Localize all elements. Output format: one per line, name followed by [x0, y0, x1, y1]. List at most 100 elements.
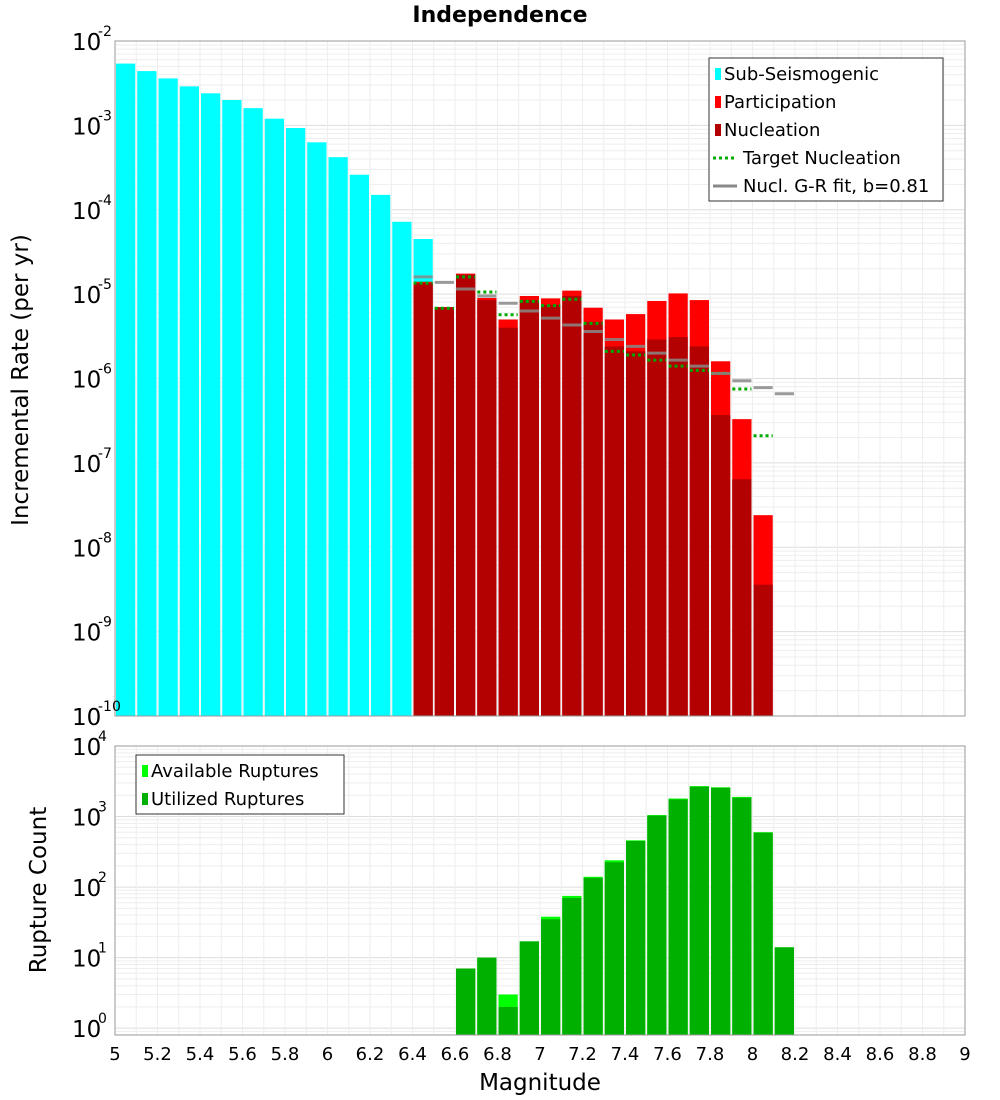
top-y-tick-exponent: -8: [98, 530, 112, 546]
bottom-y-tick-exponent: 4: [98, 729, 107, 745]
x-tick-label: 6.8: [483, 1044, 512, 1065]
top-y-tick-exponent: -9: [98, 615, 112, 631]
x-tick-label: 8: [747, 1044, 758, 1065]
x-tick-label: 5.2: [143, 1044, 172, 1065]
bar-sub-seismogenic: [264, 118, 284, 716]
bottom-y-tick-label: 10: [72, 806, 101, 832]
bar-nucleation: [711, 414, 731, 716]
bar-nucleation: [647, 339, 667, 716]
top-y-tick-label: 10: [72, 114, 101, 140]
top-y-tick-label: 10: [72, 368, 101, 394]
bottom-y-tick-exponent: 3: [98, 800, 107, 816]
x-tick-label: 7.8: [696, 1044, 725, 1065]
bar-sub-seismogenic: [158, 78, 178, 717]
bar-utilized-ruptures: [711, 787, 731, 1035]
bar-utilized-ruptures: [689, 786, 709, 1035]
legend-label: Utilized Ruptures: [151, 789, 304, 810]
bar-nucleation: [519, 300, 539, 716]
top-y-tick-label: 10: [72, 621, 101, 647]
x-ticks: 5 5.2 5.4 5.6 5.8 6 6.2 6.4 6.6 6.8 7 7.2 7.4 7.6 7.8 8…: [109, 1044, 970, 1065]
legend-swatch: [142, 765, 148, 777]
bar-nucleation: [477, 300, 497, 716]
bottom-y-tick-exponent: 0: [98, 1011, 107, 1027]
x-tick-label: 5.4: [186, 1044, 215, 1065]
bottom-grid: [114, 745, 966, 1036]
bar-nucleation: [456, 274, 476, 716]
legend-label: Sub-Seismogenic: [724, 64, 879, 85]
legend-label: Target Nucleation: [742, 148, 901, 169]
bottom-plot-frame: [114, 745, 966, 1036]
legend-box: [708, 57, 944, 202]
legend-label: Available Ruptures: [151, 761, 319, 782]
x-axis-title: Magnitude: [479, 1070, 601, 1096]
x-tick-label: 8.2: [781, 1044, 810, 1065]
bar-nucleation: [753, 584, 773, 716]
x-tick-label: 7.4: [611, 1044, 640, 1065]
top-y-tick-label: 10: [72, 536, 101, 562]
bar-utilized-ruptures: [668, 799, 688, 1035]
bar-nucleation: [434, 307, 454, 716]
bar-sub-seismogenic: [307, 142, 327, 716]
bar-sub-seismogenic: [349, 174, 369, 716]
bar-utilized-ruptures: [583, 877, 603, 1035]
legend-label: Nucleation: [724, 120, 820, 141]
bar-nucleation: [732, 479, 752, 716]
bar-utilized-ruptures: [753, 832, 773, 1035]
top-y-tick-label: 10: [72, 705, 101, 731]
top-y-tick-exponent: -6: [98, 362, 112, 378]
bar-utilized-ruptures: [732, 797, 752, 1035]
top-legend: Sub-Seismogenic Participation Nucleation Ta…: [708, 57, 944, 202]
bar-utilized-ruptures: [541, 919, 561, 1035]
top-y-tick-exponent: -4: [98, 193, 112, 209]
x-tick-label: 8.8: [908, 1044, 937, 1065]
top-y-axis-title: Incremental Rate (per yr): [8, 234, 34, 526]
top-y-tick-exponent: -7: [98, 446, 112, 462]
bar-nucleation: [583, 321, 603, 716]
bar-utilized-ruptures: [647, 815, 667, 1035]
bar-utilized-ruptures: [498, 1006, 518, 1035]
bar-nucleation: [689, 346, 709, 716]
x-tick-label: 8.6: [866, 1044, 895, 1065]
legend-swatch: [715, 68, 721, 80]
legend-label: Nucl. G-R fit, b=0.81: [743, 176, 929, 197]
bar-sub-seismogenic: [137, 71, 157, 716]
legend-label: Participation: [724, 92, 836, 113]
x-tick-label: 7: [534, 1044, 545, 1065]
bar-sub-seismogenic: [179, 86, 199, 716]
bar-nucleation: [626, 351, 646, 716]
x-tick-label: 5.8: [271, 1044, 300, 1065]
bar-utilized-ruptures: [477, 957, 497, 1035]
legend-swatch: [142, 793, 148, 805]
top-y-tick-label: 10: [72, 283, 101, 309]
bottom-y-tick-label: 10: [72, 876, 101, 902]
x-tick-label: 7.2: [568, 1044, 597, 1065]
bar-utilized-ruptures: [774, 947, 794, 1035]
bottom-y-tick-label: 10: [72, 1017, 101, 1043]
bottom-bars: [456, 786, 794, 1035]
bar-sub-seismogenic: [116, 63, 136, 716]
top-y-tick-label: 10: [72, 30, 101, 56]
top-y-tick-label: 10: [72, 199, 101, 225]
bar-sub-seismogenic: [222, 99, 242, 717]
top-y-tick-exponent: -3: [98, 108, 112, 124]
legend-swatch: [715, 96, 721, 108]
x-tick-label: 7.6: [653, 1044, 682, 1065]
top-bars: [116, 63, 773, 717]
bar-utilized-ruptures: [519, 941, 539, 1035]
bottom-y-tick-exponent: 1: [98, 941, 107, 957]
bar-utilized-ruptures: [456, 968, 476, 1035]
x-tick-label: 5: [109, 1044, 120, 1065]
bar-utilized-ruptures: [604, 862, 624, 1035]
top-y-tick-exponent: -10: [98, 699, 121, 715]
bar-nucleation: [668, 337, 688, 716]
chart-title: Independence: [412, 3, 587, 28]
bar-sub-seismogenic: [392, 221, 412, 716]
legend-swatch: [715, 124, 721, 136]
x-tick-label: 9: [959, 1044, 970, 1065]
legend-box: [135, 754, 345, 815]
x-tick-label: 6: [322, 1044, 333, 1065]
bar-nucleation: [541, 304, 561, 716]
bottom-y-tick-label: 10: [72, 947, 101, 973]
bar-sub-seismogenic: [328, 157, 348, 717]
